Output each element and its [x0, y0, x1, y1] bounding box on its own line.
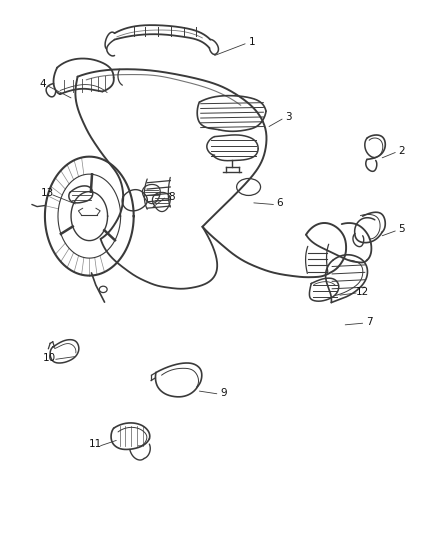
Text: 3: 3: [285, 112, 292, 122]
Text: 5: 5: [399, 224, 405, 235]
Text: 8: 8: [168, 191, 174, 201]
Text: 9: 9: [220, 387, 226, 398]
Text: 6: 6: [277, 198, 283, 208]
Text: 10: 10: [42, 353, 56, 362]
Text: 13: 13: [40, 188, 54, 198]
Text: 7: 7: [366, 317, 372, 327]
Text: 1: 1: [248, 37, 255, 47]
Text: 12: 12: [356, 287, 369, 297]
Text: 4: 4: [39, 78, 46, 88]
Text: 2: 2: [399, 146, 405, 156]
Text: 11: 11: [88, 439, 102, 449]
